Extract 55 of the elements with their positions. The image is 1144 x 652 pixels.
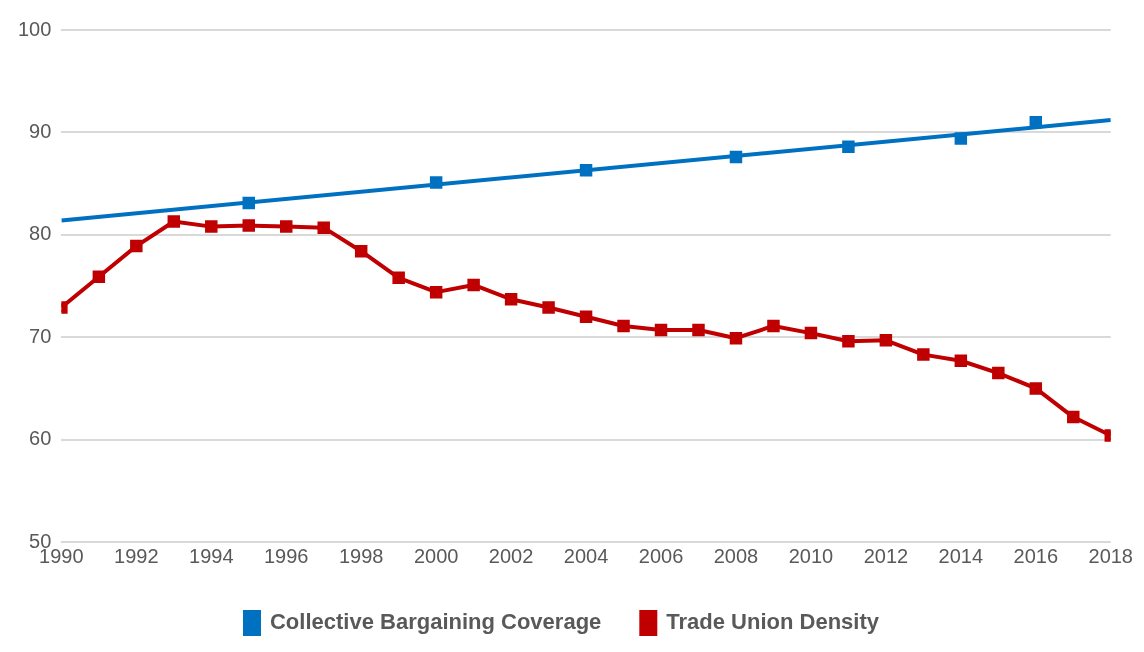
- point: [579, 164, 593, 177]
- x-tick-label: 2004: [563, 544, 609, 567]
- point: [205, 220, 218, 233]
- point: [954, 354, 968, 367]
- y-tick-label: 80: [29, 222, 52, 245]
- y-tick-label: 60: [29, 427, 52, 450]
- point: [542, 301, 555, 314]
- point: [280, 220, 293, 233]
- point: [242, 219, 255, 232]
- x-tick-label: 2000: [413, 544, 459, 567]
- point: [692, 323, 705, 337]
- point: [579, 310, 593, 323]
- point: [392, 271, 405, 285]
- point: [804, 326, 818, 340]
- point: [242, 196, 255, 210]
- y-tick-label: 100: [17, 17, 52, 40]
- point: [504, 293, 518, 306]
- point: [1029, 115, 1043, 129]
- point: [467, 278, 480, 292]
- point: [654, 323, 668, 337]
- point: [842, 140, 855, 153]
- point: [729, 150, 743, 164]
- point: [354, 244, 368, 258]
- x-tick-label: 2008: [713, 544, 759, 567]
- x-tick-label: 1994: [189, 544, 234, 567]
- x-tick-label: 2002: [488, 544, 534, 567]
- point: [429, 285, 443, 299]
- point: [317, 221, 330, 234]
- point: [130, 239, 143, 253]
- point: [767, 319, 780, 333]
- point: [1067, 410, 1080, 424]
- point: [842, 335, 855, 348]
- y-tick-label: 70: [29, 324, 52, 347]
- x-tick-label: 1998: [338, 544, 384, 567]
- x-tick-label: 2012: [863, 544, 909, 567]
- point: [879, 334, 893, 347]
- x-tick-label: 2006: [638, 544, 684, 567]
- x-tick-label: 1992: [114, 544, 159, 567]
- point: [92, 270, 106, 284]
- legend-label: Collective Bargaining Coverage: [269, 609, 602, 635]
- point: [992, 366, 1005, 380]
- x-tick-label: 2018: [1088, 544, 1133, 567]
- point: [167, 215, 181, 228]
- point: [429, 176, 443, 189]
- x-tick-label: 1996: [263, 544, 309, 567]
- x-tick-label: 2014: [938, 544, 984, 567]
- y-tick-label: 90: [29, 119, 52, 142]
- point: [617, 319, 630, 333]
- point: [917, 348, 930, 361]
- x-tick-label: 2010: [788, 544, 834, 567]
- legend-label: Trade Union Density: [666, 609, 880, 635]
- point: [1029, 382, 1043, 395]
- x-tick-label: 2016: [1013, 544, 1059, 567]
- point: [954, 132, 968, 145]
- point: [729, 331, 743, 345]
